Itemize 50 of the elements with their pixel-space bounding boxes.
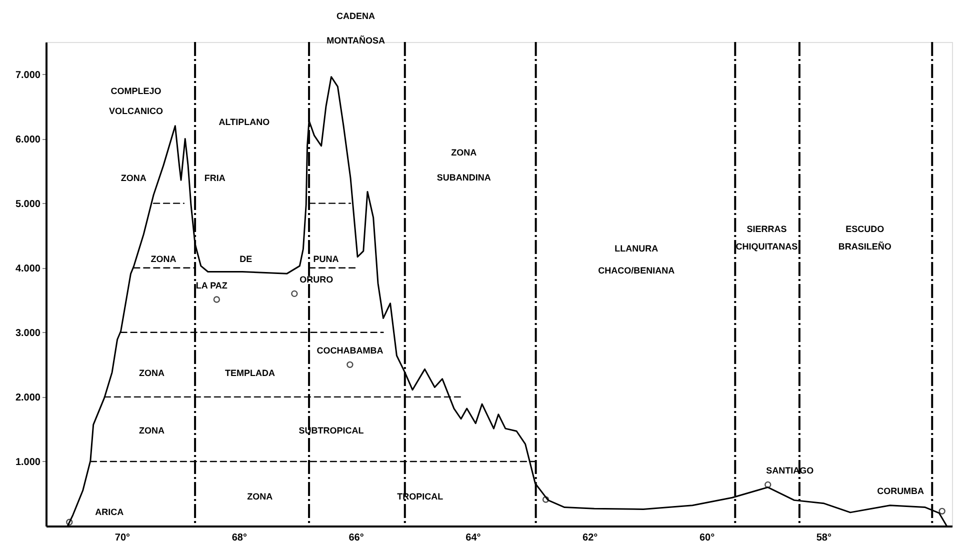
point [291,290,298,298]
y-tick-label: 4.000 [15,263,41,274]
annotation: CHACO/BENIANA [598,265,676,276]
point [66,518,73,526]
x-tick-label: 64° [466,532,481,544]
y-tick-label: 5.000 [15,198,41,210]
annotation: ZONA [150,254,177,264]
annotation: ESCUDO [846,224,884,234]
annotation: VOLCANICO [109,106,164,116]
annotation: LA PAZ [196,280,228,290]
annotation: SUBANDINA [436,172,492,183]
annotation: COMPLEJO [110,86,162,96]
annotation: ZONA [451,147,478,158]
point [213,296,220,303]
annotation: ALTIPLANO [218,117,270,128]
annotation: BRASILEÑO [838,240,892,252]
y-tick-label: 1.000 [15,456,41,468]
annotation: DE [240,254,252,264]
x-tick-label: 60° [699,532,715,544]
annotation: ARICA [95,507,124,518]
annotation: ZONA [247,491,274,502]
x-tick-label: 66° [348,532,364,544]
y-tick-label: 7.000 [15,70,41,81]
x-tick-label: 68° [232,532,247,544]
y-tick-label: 2.000 [15,392,41,404]
annotation: ZONA [139,368,166,378]
annotation: CHIQUITANAS [736,242,798,252]
annotation: ZONA [139,425,166,436]
annotation: FRIA [204,173,226,184]
annotation: TROPICAL [397,491,444,502]
x-tick-label: 70° [114,532,130,544]
annotation: COCHABAMBA [316,346,384,356]
annotation: LLANURA [614,244,659,254]
point [938,508,946,514]
point [346,361,354,368]
annotation: TEMPLADA [224,368,276,378]
text: CADENA [336,11,376,22]
y-tick-label: 3.000 [15,328,41,339]
annotation: ZONA [120,173,147,184]
annotation: SIERRAS [746,224,787,234]
annotation: CORUMBA [877,486,925,496]
annotation: ORURO [300,274,334,285]
annotation: PUNA [313,254,340,264]
annotation: SUBTROPICAL [298,425,364,436]
point [542,496,550,503]
annotation: MONTAÑOSA [326,34,386,46]
x-tick-label: 58° [816,532,832,544]
y-tick-label: 6.000 [15,134,41,146]
x-tick-label: 62° [582,532,598,544]
point [764,481,772,488]
